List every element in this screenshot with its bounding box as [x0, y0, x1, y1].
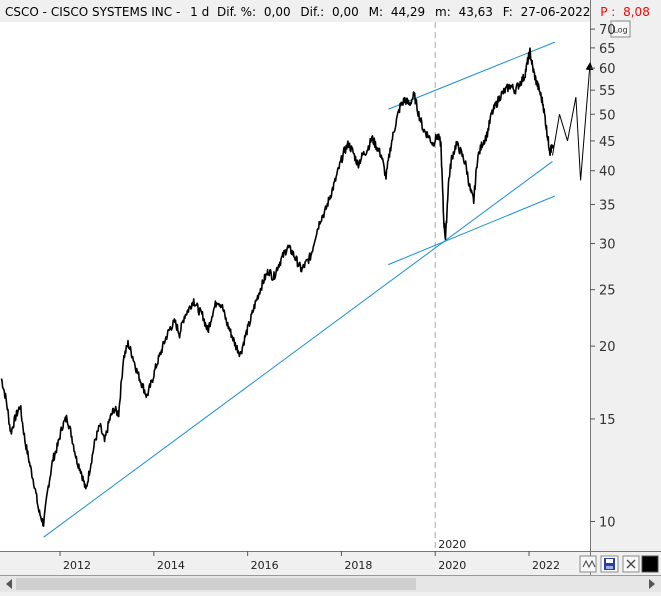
- trendlines-layer: [43, 41, 556, 538]
- chart-header: CSCO - CISCO SYSTEMS INC - 1 d Dif. %: 0…: [5, 5, 650, 19]
- x-tick-label: 2012: [63, 559, 91, 572]
- trendline-2[interactable]: [388, 195, 556, 266]
- y-tick-label: 60: [599, 62, 616, 77]
- save-glyph-body: [604, 558, 615, 570]
- trendline-1[interactable]: [43, 161, 553, 538]
- price-layer: [0, 47, 555, 527]
- dif-pct-value: 0,00: [264, 5, 291, 19]
- wave-icon[interactable]: [579, 555, 597, 573]
- y-tick-label: 10: [599, 516, 616, 531]
- x-tick-label: 2018: [344, 559, 372, 572]
- close-icon[interactable]: [622, 555, 640, 573]
- y-tick-label: 25: [599, 284, 616, 299]
- save-glyph-shutter: [606, 566, 613, 569]
- log-button-box[interactable]: [610, 20, 631, 38]
- x-tick-label: 2014: [157, 559, 185, 572]
- scrollbar-thumb[interactable]: [16, 578, 416, 590]
- horizontal-scrollbar[interactable]: [0, 576, 661, 592]
- y-tick-label: 50: [599, 108, 616, 123]
- p-value: 8,08: [623, 5, 650, 19]
- y-tick-label: 30: [599, 238, 616, 253]
- year-marker-label: 2020: [438, 538, 466, 551]
- header-line: CSCO - CISCO SYSTEMS INC - 1 d Dif. %: 0…: [5, 5, 650, 19]
- sep-2: -: [176, 5, 184, 19]
- y-tick-label: 45: [599, 135, 616, 150]
- trendline-3[interactable]: [388, 41, 556, 110]
- p-label: P :: [600, 5, 615, 19]
- max-label: M:: [369, 5, 383, 19]
- log-button-label: Log: [613, 26, 627, 35]
- scroll-left-icon[interactable]: [6, 579, 12, 589]
- wave-glyph: [582, 559, 596, 569]
- y-tick-label: 20: [599, 340, 616, 355]
- x-axis: 2012 2014 2016 2018 2020 2022: [59, 551, 560, 572]
- bottom-toolbar: [579, 555, 659, 573]
- y-tick-label: 15: [599, 413, 616, 428]
- projection-layer: [552, 62, 594, 181]
- close-glyph: [626, 559, 636, 569]
- save-icon[interactable]: [600, 555, 619, 573]
- last-price-point: [550, 144, 555, 149]
- min-value: 43,63: [459, 5, 493, 19]
- x-tick-label: 2016: [251, 559, 279, 572]
- log-scale-button[interactable]: Log: [610, 20, 631, 38]
- date-label: F:: [503, 5, 513, 19]
- period: 1 d: [190, 5, 209, 19]
- company-name: CISCO SYSTEMS INC: [51, 5, 172, 19]
- price-series-line: [0, 47, 553, 527]
- scroll-right-icon[interactable]: [649, 579, 655, 589]
- y-tick-label: 35: [599, 199, 616, 214]
- y-tick-label: 65: [599, 42, 616, 57]
- dif-pct-label: Dif. %:: [217, 5, 256, 19]
- sep-1: -: [43, 5, 51, 19]
- save-glyph-label: [606, 559, 613, 563]
- dif-value: 0,00: [332, 5, 359, 19]
- symbol: CSCO: [5, 5, 39, 19]
- elliott-projection-line[interactable]: [552, 62, 594, 181]
- y-tick-label: 40: [599, 165, 616, 180]
- x-tick-label: 2022: [532, 559, 560, 572]
- color-swatch[interactable]: [641, 555, 659, 573]
- y-tick-label: 55: [599, 84, 616, 99]
- min-label: m:: [435, 5, 451, 19]
- max-value: 44,29: [391, 5, 425, 19]
- date-value: 27-06-2022: [521, 5, 591, 19]
- y-tick-label: 70: [599, 23, 616, 38]
- y-axis: 10 15 20 25 30 35 40 45 50 55 60 65 70: [590, 23, 616, 531]
- x-tick-label: 2020: [438, 559, 466, 572]
- dif-label: Dif.:: [300, 5, 324, 19]
